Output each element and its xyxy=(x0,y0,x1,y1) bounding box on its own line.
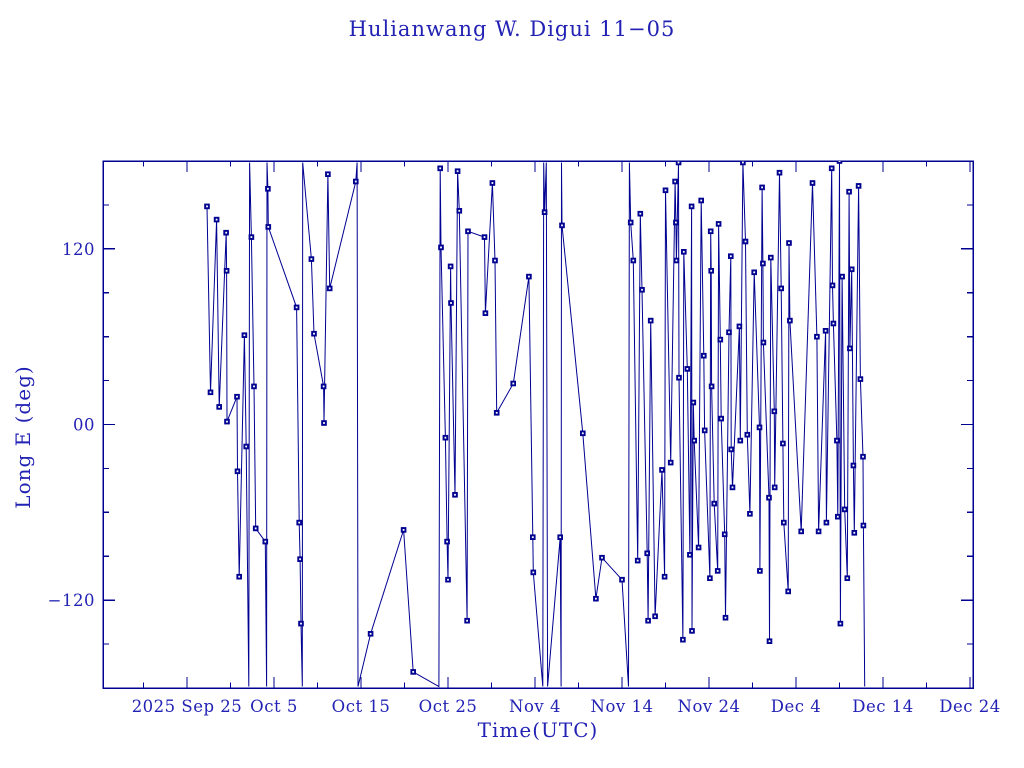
x-tick-label: Nov 24 xyxy=(678,697,741,716)
x-tick-label: Nov 4 xyxy=(509,697,561,716)
x-tick-label: Oct 5 xyxy=(250,697,298,716)
data-point-marker xyxy=(836,161,843,164)
x-tick-label: Nov 14 xyxy=(591,697,654,716)
data-series xyxy=(204,161,867,688)
x-tick-label: Oct 25 xyxy=(419,697,478,716)
x-tick-label: Dec 14 xyxy=(852,697,913,716)
x-axis-label: Time(UTC) xyxy=(477,718,599,742)
y-axis-label: Long E (deg) xyxy=(11,365,35,509)
y-tick-label: 120 xyxy=(62,240,95,259)
x-tick-label: Dec 4 xyxy=(771,697,821,716)
y-tick-label: 00 xyxy=(73,416,95,435)
x-tick-label: Oct 15 xyxy=(332,697,391,716)
y-tick-label: −120 xyxy=(48,591,95,610)
x-tick-label: 2025 Sep 25 xyxy=(132,697,243,716)
x-tick-label: Dec 24 xyxy=(939,697,1000,716)
chart-title: Hulianwang W. Digui 11−05 xyxy=(348,17,676,41)
